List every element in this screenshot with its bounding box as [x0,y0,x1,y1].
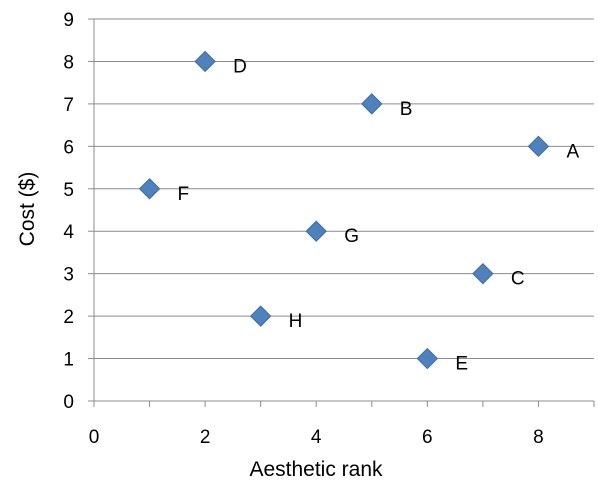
point-label-g: G [344,226,359,247]
x-axis-title: Aesthetic rank [249,458,383,481]
y-tick-label: 0 [63,392,74,413]
data-points: A B C D E F G H [138,50,579,375]
point-label-e: E [455,354,468,375]
y-tick-label: 8 [63,52,74,73]
y-tick-labels: 0 1 2 3 4 5 6 7 8 9 [63,10,74,413]
x-tick-label: 2 [200,427,211,448]
x-tick-label: 0 [89,427,100,448]
point-marker-a [527,135,550,158]
y-axis-title: Cost ($) [16,172,39,247]
y-tick-label: 6 [63,137,74,158]
point-marker-c [472,262,494,285]
y-tick-label: 5 [63,180,74,201]
point-label-b: B [400,99,413,120]
y-tick-label: 1 [63,350,74,371]
x-tick-labels: 0 2 4 6 8 [89,427,544,448]
y-tick-label: 4 [63,222,74,243]
point-marker-b [361,93,383,115]
point-label-c: C [511,269,525,290]
point-label-d: D [233,56,247,77]
point-label-a: A [566,141,579,162]
point-marker-e [416,347,439,370]
x-tick-label: 8 [533,427,544,448]
point-marker-d [194,50,216,73]
point-label-h: H [289,311,303,332]
x-tick-label: 6 [422,427,433,448]
x-tick-label: 4 [311,427,322,448]
y-tick-label: 7 [63,95,74,116]
point-label-f: F [178,184,190,205]
y-tick-label: 3 [63,265,74,286]
point-marker-h [249,305,272,327]
y-tick-label: 9 [63,10,74,31]
axes [88,18,595,407]
point-marker-g [305,220,327,242]
point-marker-f [138,178,161,200]
gridlines [94,18,594,360]
y-tick-label: 2 [63,307,74,328]
